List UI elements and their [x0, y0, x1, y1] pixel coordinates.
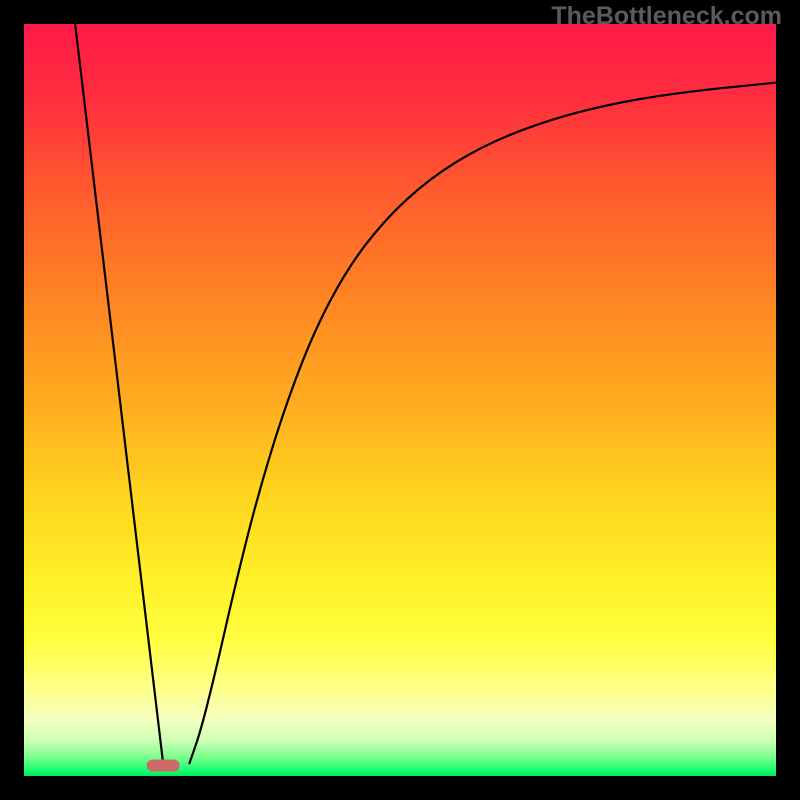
optimal-zone-marker: [147, 759, 180, 771]
plot-svg: [24, 24, 776, 776]
gradient-background: [24, 24, 776, 776]
bottleneck-heatmap-plot: [24, 24, 776, 776]
watermark-label: TheBottleneck.com: [551, 2, 782, 31]
watermark-text: TheBottleneck.com: [551, 2, 782, 30]
